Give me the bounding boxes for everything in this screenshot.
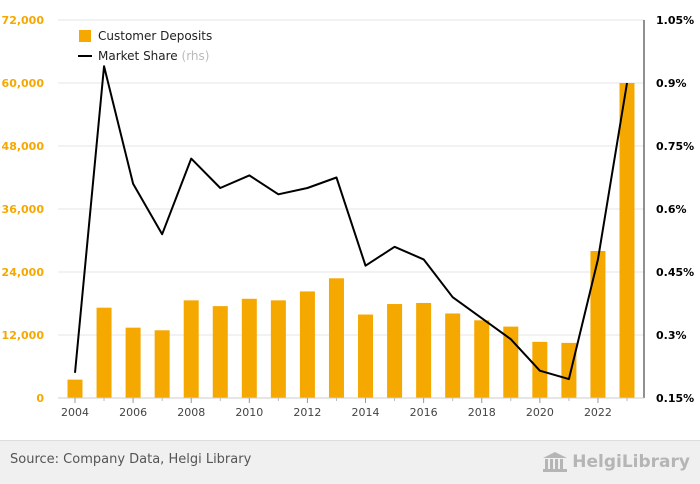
legend-label-text: Customer Deposits [98,29,212,43]
y-right-tick-label: 0.6% [656,203,687,216]
bar-customer-deposits [270,300,286,398]
bar-customer-deposits [125,327,141,398]
x-tick-label: 2004 [61,406,89,419]
bar-customer-deposits [387,304,403,398]
grid [58,19,644,399]
brand-name: HelgiLibrary [572,452,690,472]
footer: Source: Company Data, Helgi Library Helg… [0,440,700,484]
chart: 0 12,000 24,000 36,000 48,000 60,000 72,000 0.1… [2,14,695,419]
y-left-tick-label: 0 [36,392,44,405]
x-tick-label: 2012 [293,406,321,419]
y-right-tick-label: 0.45% [656,266,694,279]
y-right-tick-label: 0.15% [656,392,694,405]
brand-logo[interactable]: HelgiLibrary [542,449,690,475]
bar-customer-deposits [561,342,577,398]
y-right-tick-label: 0.9% [656,77,687,90]
legend-label: Customer Deposits [98,29,212,43]
chart-svg: 0 12,000 24,000 36,000 48,000 60,000 72,000 0.1… [2,14,695,419]
legend-swatch-customer-deposits [79,30,91,42]
line-series [74,65,628,381]
x-tick-label: 2006 [119,406,147,419]
x-tick-label: 2020 [526,406,554,419]
bar-customer-deposits [328,278,344,398]
bar-customer-deposits [183,300,199,398]
x-tick-label: 2014 [352,406,380,419]
x-tick-label: 2008 [177,406,205,419]
bar-series [67,83,635,398]
y-left-tick-label: 48,000 [2,140,45,153]
bar-customer-deposits [474,320,490,398]
axes: 0 12,000 24,000 36,000 48,000 60,000 72,000 0.1… [2,14,695,419]
y-right-tick-label: 0.75% [656,140,694,153]
bar-customer-deposits [590,251,606,398]
y-right-tick-label: 1.05% [656,14,694,27]
x-tick-label: 2022 [584,406,612,419]
bar-customer-deposits [154,330,170,398]
bar-customer-deposits [445,313,461,398]
y-left-tick-label: 60,000 [2,77,45,90]
x-tick-label: 2018 [468,406,496,419]
x-tick-label: 2016 [410,406,438,419]
bar-customer-deposits [358,314,374,398]
y-left-tick-label: 12,000 [2,329,45,342]
bar-customer-deposits [241,298,257,398]
legend-label: Market Share (rhs) [98,49,209,63]
bar-customer-deposits [67,379,83,398]
bar-customer-deposits [96,307,112,398]
bar-customer-deposits [619,83,635,398]
bar-customer-deposits [503,326,519,398]
legend: Customer Deposits Market Share (rhs) [78,29,212,63]
legend-label-suffix: (rhs) [178,49,210,63]
legend-label-text: Market Share [98,49,178,63]
y-left-tick-label: 72,000 [2,14,45,27]
line-market-share [74,65,628,381]
y-right-tick-label: 0.3% [656,329,687,342]
bar-customer-deposits [299,291,315,398]
y-left-tick-label: 24,000 [2,266,45,279]
x-tick-label: 2010 [235,406,263,419]
bar-customer-deposits [416,302,432,398]
y-left-tick-label: 36,000 [2,203,45,216]
bar-customer-deposits [212,306,228,398]
source-text: Source: Company Data, Helgi Library [10,452,252,467]
library-building-icon [543,452,568,472]
